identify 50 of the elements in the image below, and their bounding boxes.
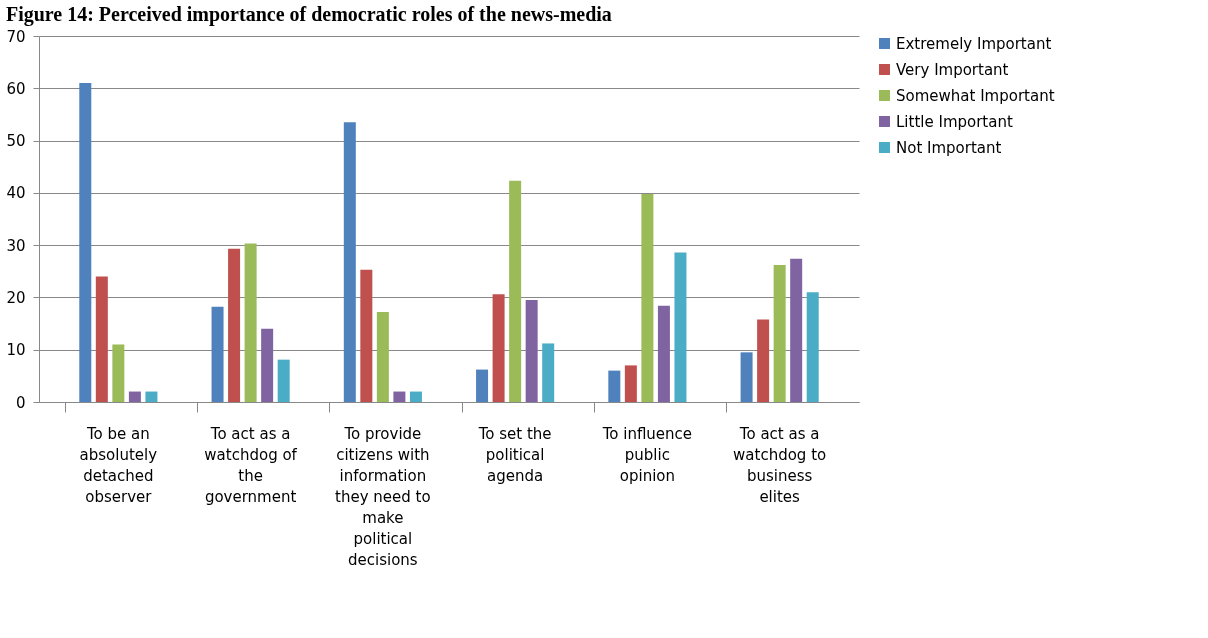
bar (228, 248, 241, 402)
bar (128, 391, 141, 402)
bar (409, 391, 422, 402)
bar (509, 180, 522, 402)
bar (790, 258, 803, 402)
bar (608, 370, 621, 402)
bar (393, 391, 406, 402)
bar (641, 193, 654, 402)
bar (757, 319, 770, 402)
legend-label: Little Important (896, 112, 1013, 131)
bar (806, 292, 819, 402)
bar (343, 122, 356, 402)
bar (277, 359, 290, 402)
bar (674, 252, 687, 402)
bar (244, 243, 257, 402)
bar (95, 276, 108, 402)
x-tick-label: To act as a watchdog to business elites (733, 424, 827, 506)
bar (261, 328, 274, 402)
y-tick-label: 60 (6, 79, 26, 98)
bar (525, 300, 538, 402)
y-tick-label: 50 (6, 132, 26, 151)
y-tick-label: 30 (6, 236, 26, 255)
x-tick-label: To be an absolutely detached observer (79, 424, 158, 506)
x-tick-label: To act as a watchdog of the government (204, 424, 298, 506)
bar (773, 265, 786, 402)
bar (211, 306, 224, 402)
bar (112, 344, 125, 402)
bar (145, 391, 158, 402)
y-tick-label: 20 (6, 288, 26, 307)
bar (740, 352, 753, 402)
x-tick-label: To provide citizens with information they need to make political decisions (335, 424, 431, 569)
bar (624, 365, 637, 402)
bar (476, 369, 489, 402)
legend-label: Extremely Important (896, 34, 1052, 53)
y-tick-label: 0 (15, 393, 26, 412)
bar (376, 312, 389, 402)
bar (542, 343, 555, 402)
legend-label: Very Important (896, 60, 1009, 79)
y-tick-label: 40 (6, 184, 26, 203)
y-tick-label: 10 (6, 341, 26, 360)
legend-label: Somewhat Important (896, 86, 1055, 105)
bar (360, 269, 373, 402)
y-tick-label: 70 (6, 27, 26, 46)
x-tick-label: To set the political agenda (477, 424, 552, 485)
bar (79, 83, 92, 402)
chart-title: Figure 14: Perceived importance of democratic roles of the news-media (5, 3, 612, 26)
x-tick-label: To influence public opinion (601, 424, 693, 485)
bar (657, 305, 670, 402)
bar (492, 294, 505, 402)
legend-label: Not Important (896, 138, 1002, 157)
